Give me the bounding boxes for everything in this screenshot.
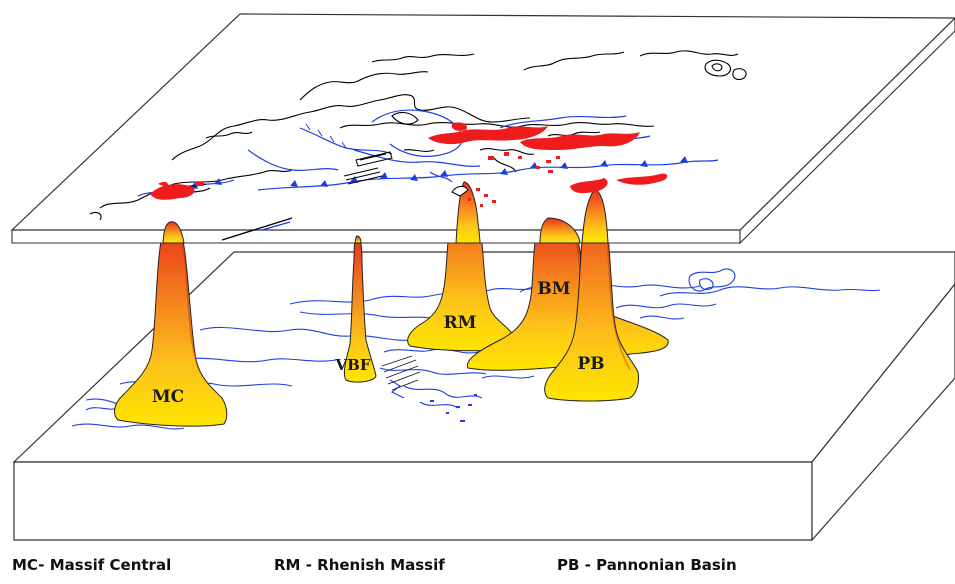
upper-slab-front-edge <box>11 229 741 244</box>
lower-dots <box>430 394 477 422</box>
plume-pb <box>544 189 639 402</box>
legend-item-rm: RM - Rhenish Massif <box>274 556 445 574</box>
fault-ticks <box>305 123 347 149</box>
plume-label-pb: PB <box>577 354 604 374</box>
lower-hatch <box>381 355 421 391</box>
plume-label-rm: RM <box>444 313 477 333</box>
plume-vbf <box>343 235 377 383</box>
plume-tips <box>162 181 609 244</box>
plume-labels: MC VBF RM BM PB <box>152 279 605 407</box>
legend-item-pb: PB - Pannonian Basin <box>557 556 737 574</box>
plumes <box>114 181 669 427</box>
lower-block-side-face <box>811 283 955 542</box>
lower-block-front-face <box>13 461 813 541</box>
upper-coastlines <box>89 50 747 221</box>
upper-volcanics <box>150 122 668 207</box>
upper-slab <box>10 13 955 245</box>
plume-label-vbf: VBF <box>335 356 371 374</box>
plume-label-bm: BM <box>537 279 570 299</box>
edge-marks <box>221 217 293 241</box>
plume-label-mc: MC <box>152 387 184 407</box>
upper-slab-top-face <box>10 13 955 231</box>
plume-mc <box>114 221 228 427</box>
legend-item-mc: MC- Massif Central <box>12 556 172 574</box>
